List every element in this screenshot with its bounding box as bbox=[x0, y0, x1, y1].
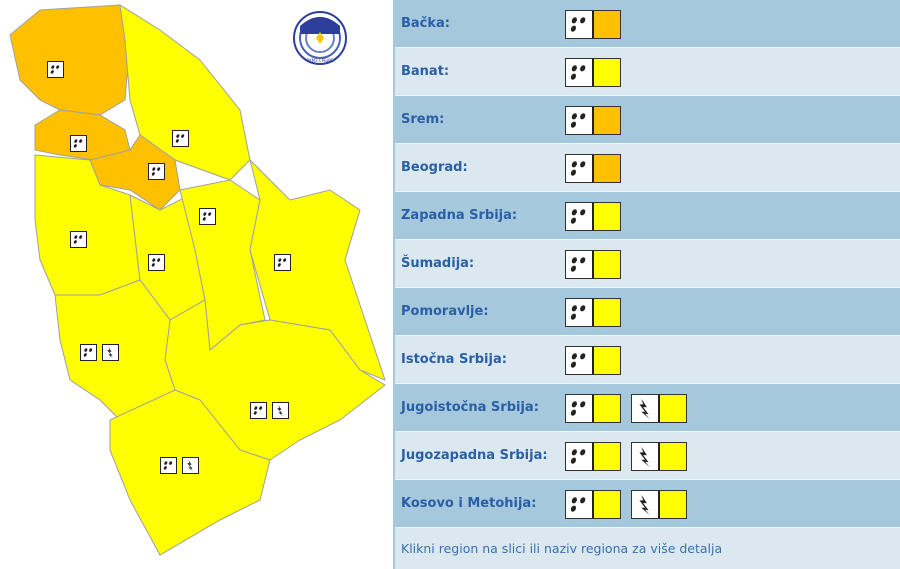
map-rain-icon bbox=[274, 254, 291, 271]
rain-icon bbox=[566, 395, 594, 422]
warning-badge[interactable] bbox=[565, 298, 621, 327]
warning-badge[interactable] bbox=[565, 394, 621, 423]
map-rain-icon bbox=[160, 457, 177, 474]
warning-level-yellow bbox=[594, 203, 620, 230]
warning-level-yellow bbox=[594, 443, 620, 470]
region-row-srem[interactable]: Srem: bbox=[395, 96, 900, 144]
warning-level-yellow bbox=[660, 443, 686, 470]
warning-badge[interactable] bbox=[565, 106, 621, 135]
map-rain-icon bbox=[199, 208, 216, 225]
region-name[interactable]: Beograd: bbox=[401, 160, 468, 175]
region-table: Bačka: Banat: Srem: Beograd: Zapadna Srbija:… bbox=[393, 0, 900, 569]
rain-icon bbox=[566, 107, 594, 134]
thunderstorm-icon bbox=[632, 395, 660, 422]
warning-level-yellow bbox=[660, 395, 686, 422]
map-region-bačka[interactable] bbox=[9, 4, 131, 116]
rain-icon bbox=[566, 11, 594, 38]
thunderstorm-icon bbox=[632, 491, 660, 518]
region-row-beograd[interactable]: Beograd: bbox=[395, 144, 900, 192]
rain-icon bbox=[566, 251, 594, 278]
footer-hint: Klikni region na slici ili naziv regiona… bbox=[395, 528, 900, 569]
rain-icon bbox=[566, 443, 594, 470]
warning-level-yellow bbox=[660, 491, 686, 518]
region-row-zapadna-srbija[interactable]: Zapadna Srbija: bbox=[395, 192, 900, 240]
warning-badge[interactable] bbox=[565, 346, 621, 375]
warning-level-yellow bbox=[594, 59, 620, 86]
warning-badge[interactable] bbox=[565, 250, 621, 279]
rain-icon bbox=[566, 299, 594, 326]
svg-text:РХМЗ СРБИЈЕ: РХМЗ СРБИЈЕ bbox=[306, 58, 334, 63]
region-row-pomoravlje[interactable]: Pomoravlje: bbox=[395, 288, 900, 336]
region-row-jugoistočna-srbija[interactable]: Jugoistočna Srbija: bbox=[395, 384, 900, 432]
warning-level-yellow bbox=[594, 395, 620, 422]
warning-badge[interactable] bbox=[631, 394, 687, 423]
map-rain-icon bbox=[250, 402, 267, 419]
map-rain-icon bbox=[148, 163, 165, 180]
map-rain-icon bbox=[148, 254, 165, 271]
region-name[interactable]: Banat: bbox=[401, 64, 450, 79]
region-name[interactable]: Pomoravlje: bbox=[401, 304, 489, 319]
map-rain-icon bbox=[70, 231, 87, 248]
map-thunderstorm-icon bbox=[272, 402, 289, 419]
map-rain-icon bbox=[70, 135, 87, 152]
region-row-istočna-srbija[interactable]: Istočna Srbija: bbox=[395, 336, 900, 384]
map-rain-icon bbox=[172, 130, 189, 147]
warning-badge[interactable] bbox=[565, 154, 621, 183]
map-thunderstorm-icon bbox=[102, 344, 119, 361]
warning-badge[interactable] bbox=[565, 490, 621, 519]
warning-level-orange bbox=[594, 107, 620, 134]
region-name[interactable]: Istočna Srbija: bbox=[401, 352, 507, 367]
region-name[interactable]: Bačka: bbox=[401, 16, 451, 31]
warning-level-yellow bbox=[594, 347, 620, 374]
warning-level-orange bbox=[594, 11, 620, 38]
rain-icon bbox=[566, 347, 594, 374]
region-name[interactable]: Zapadna Srbija: bbox=[401, 208, 518, 223]
region-row-šumadija[interactable]: Šumadija: bbox=[395, 240, 900, 288]
map-rain-icon bbox=[47, 61, 64, 78]
rain-icon bbox=[566, 155, 594, 182]
thunderstorm-icon bbox=[632, 443, 660, 470]
region-row-banat[interactable]: Banat: bbox=[395, 48, 900, 96]
warning-map: РХМЗ СРБИЈЕ bbox=[9, 4, 386, 556]
region-name[interactable]: Kosovo i Metohija: bbox=[401, 496, 537, 511]
warning-badge[interactable] bbox=[565, 58, 621, 87]
warning-badge[interactable] bbox=[631, 490, 687, 519]
warning-badge[interactable] bbox=[565, 442, 621, 471]
region-row-jugozapadna-srbija[interactable]: Jugozapadna Srbija: bbox=[395, 432, 900, 480]
warning-level-yellow bbox=[594, 299, 620, 326]
warning-badge[interactable] bbox=[565, 10, 621, 39]
warning-level-yellow bbox=[594, 251, 620, 278]
warning-badge[interactable] bbox=[565, 202, 621, 231]
rain-icon bbox=[566, 203, 594, 230]
map-thunderstorm-icon bbox=[182, 457, 199, 474]
map-region-istočna-srbija[interactable] bbox=[249, 158, 386, 381]
map-rain-icon bbox=[80, 344, 97, 361]
rain-icon bbox=[566, 491, 594, 518]
warning-level-yellow bbox=[594, 491, 620, 518]
logo: РХМЗ СРБИЈЕ bbox=[293, 11, 347, 65]
region-row-kosovo-i-metohija[interactable]: Kosovo i Metohija: bbox=[395, 480, 900, 528]
rain-icon bbox=[566, 59, 594, 86]
region-name[interactable]: Šumadija: bbox=[401, 256, 475, 271]
region-name[interactable]: Jugoistočna Srbija: bbox=[401, 400, 539, 415]
warning-level-orange bbox=[594, 155, 620, 182]
warning-badge[interactable] bbox=[631, 442, 687, 471]
region-row-bačka[interactable]: Bačka: bbox=[395, 0, 900, 48]
region-name[interactable]: Srem: bbox=[401, 112, 445, 127]
region-name[interactable]: Jugozapadna Srbija: bbox=[401, 448, 548, 463]
